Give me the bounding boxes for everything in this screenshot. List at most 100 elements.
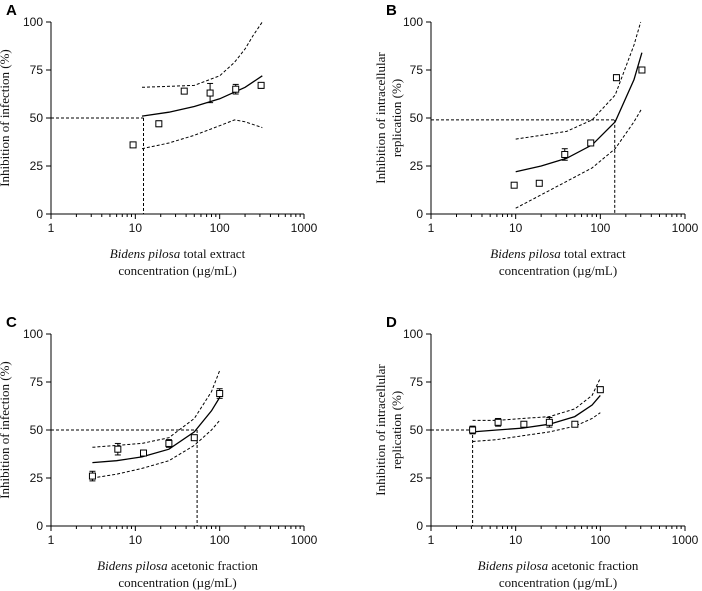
data-point bbox=[587, 139, 595, 147]
data-point bbox=[129, 141, 137, 149]
x-tick-label: 1 bbox=[428, 221, 435, 235]
x-axis-label-rest: acetonic fraction bbox=[168, 558, 259, 573]
panel-letter: A bbox=[6, 2, 17, 19]
data-point bbox=[596, 386, 604, 394]
x-axis-label-line2: concentration (µg/mL) bbox=[499, 575, 617, 590]
data-point bbox=[535, 179, 543, 187]
x-tick-label: 10 bbox=[129, 221, 143, 235]
data-point bbox=[469, 426, 477, 434]
y-tick-label: 25 bbox=[410, 471, 424, 485]
y-tick-label: 100 bbox=[403, 327, 423, 341]
x-tick-label: 1000 bbox=[672, 221, 699, 235]
y-tick-label: 75 bbox=[410, 63, 424, 77]
data-point bbox=[571, 420, 579, 428]
panel-a: A 0 25 50 75 100 1 10 100 1000 Inhibition of infec… bbox=[0, 2, 318, 278]
y-axis-label: Inhibition of infection (%) bbox=[0, 49, 12, 187]
x-axis-label-rest: total extract bbox=[561, 246, 626, 261]
data-point bbox=[520, 420, 528, 428]
x-tick-label: 100 bbox=[210, 221, 230, 235]
x-axis-label-rest: total extract bbox=[180, 246, 245, 261]
fit-curve bbox=[92, 397, 221, 464]
y-tick-label: 100 bbox=[23, 15, 43, 29]
x-tick-label: 1 bbox=[48, 221, 55, 235]
data-point bbox=[612, 74, 620, 82]
confidence-band-lower bbox=[141, 119, 263, 150]
x-tick-label: 10 bbox=[509, 221, 523, 235]
x-tick-label: 1000 bbox=[291, 533, 318, 547]
data-point bbox=[180, 87, 188, 95]
y-tick-label: 75 bbox=[30, 375, 44, 389]
y-tick-label: 50 bbox=[30, 423, 44, 437]
confidence-band-lower bbox=[92, 420, 221, 479]
panel-b: B 0 25 50 75 100 1 10 100 1000 Inhibition of intra… bbox=[373, 2, 699, 278]
x-tick-label: 100 bbox=[210, 533, 230, 547]
fit-curve bbox=[515, 52, 643, 173]
data-point bbox=[257, 81, 265, 89]
x-tick-label: 10 bbox=[129, 533, 143, 547]
x-tick-label: 1000 bbox=[672, 533, 699, 547]
panel-d: D 0 25 50 75 100 1 10 100 1000 Inhibition of intra… bbox=[373, 314, 699, 590]
confidence-band-upper bbox=[141, 21, 263, 88]
panel-letter: D bbox=[386, 314, 397, 331]
data-point bbox=[510, 181, 518, 189]
y-tick-label: 25 bbox=[30, 471, 44, 485]
y-tick-label: 0 bbox=[416, 519, 423, 533]
confidence-band-upper bbox=[92, 370, 221, 448]
y-axis-label: Inhibition of infection (%) bbox=[0, 361, 12, 499]
y-tick-label: 100 bbox=[403, 15, 423, 29]
data-point bbox=[114, 445, 122, 453]
y-tick-label: 50 bbox=[410, 111, 424, 125]
data-point bbox=[494, 418, 502, 426]
y-axis-label: replication (%) bbox=[389, 391, 404, 469]
data-point bbox=[190, 434, 198, 442]
x-tick-label: 1000 bbox=[291, 221, 318, 235]
y-tick-label: 0 bbox=[36, 207, 43, 221]
y-tick-label: 100 bbox=[23, 327, 43, 341]
fit-curve bbox=[141, 75, 263, 117]
y-tick-label: 0 bbox=[416, 207, 423, 221]
x-axis-label-line2: concentration (µg/mL) bbox=[499, 263, 617, 278]
x-axis-label-rest: acetonic fraction bbox=[548, 558, 639, 573]
y-axis-label: Inhibition of intracellular bbox=[373, 52, 388, 184]
y-tick-label: 75 bbox=[410, 375, 424, 389]
y-tick-label: 50 bbox=[410, 423, 424, 437]
data-point bbox=[232, 85, 240, 93]
data-point bbox=[561, 150, 569, 158]
data-point bbox=[88, 472, 96, 480]
x-tick-label: 100 bbox=[590, 533, 610, 547]
confidence-band-upper bbox=[472, 377, 601, 421]
fit-curve bbox=[472, 394, 601, 433]
panel-letter: B bbox=[386, 2, 397, 19]
y-tick-label: 75 bbox=[30, 63, 44, 77]
y-tick-label: 25 bbox=[30, 159, 44, 173]
panel-letter: C bbox=[6, 314, 17, 331]
y-tick-label: 25 bbox=[410, 159, 424, 173]
x-axis-label-line2: concentration (µg/mL) bbox=[118, 575, 236, 590]
confidence-band-lower bbox=[472, 412, 601, 442]
species-name: Bidens pilosa bbox=[478, 558, 549, 573]
confidence-band-upper bbox=[515, 21, 642, 140]
x-axis-label-line1: Bidens pilosa total extract bbox=[490, 246, 626, 261]
y-tick-label: 0 bbox=[36, 519, 43, 533]
data-point bbox=[206, 89, 214, 97]
data-point bbox=[638, 66, 646, 74]
data-point bbox=[155, 120, 163, 128]
confidence-band-lower bbox=[515, 108, 643, 209]
y-axis-label: replication (%) bbox=[389, 79, 404, 157]
x-axis-label-line1: Bidens pilosa acetonic fraction bbox=[478, 558, 639, 573]
x-axis-label-line2: concentration (µg/mL) bbox=[118, 263, 236, 278]
x-axis-label-line1: Bidens pilosa total extract bbox=[110, 246, 246, 261]
data-point bbox=[216, 390, 224, 398]
species-name: Bidens pilosa bbox=[97, 558, 168, 573]
x-axis-label-line1: Bidens pilosa acetonic fraction bbox=[97, 558, 258, 573]
x-tick-label: 10 bbox=[509, 533, 523, 547]
data-point bbox=[165, 439, 173, 447]
species-name: Bidens pilosa bbox=[110, 246, 181, 261]
y-tick-label: 50 bbox=[30, 111, 44, 125]
data-point bbox=[140, 449, 148, 457]
species-name: Bidens pilosa bbox=[490, 246, 561, 261]
x-tick-label: 1 bbox=[48, 533, 55, 547]
y-axis-label: Inhibition of intracellular bbox=[373, 364, 388, 496]
data-point bbox=[545, 418, 553, 426]
